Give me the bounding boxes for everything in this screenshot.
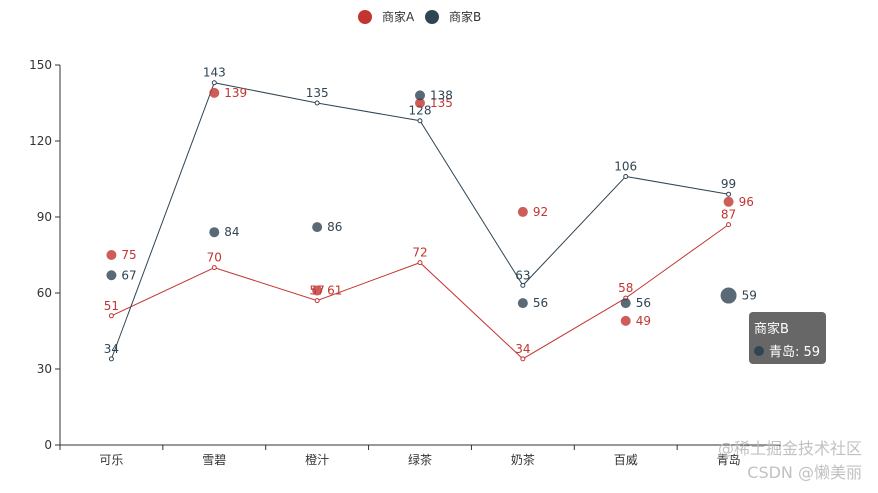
x-tick-label: 奶茶 bbox=[511, 452, 535, 467]
y-tick-label: 90 bbox=[37, 210, 52, 224]
scatter-data-label: 67 bbox=[121, 268, 136, 282]
tooltip-text: 青岛: 59 bbox=[769, 345, 821, 360]
line-data-label: 99 bbox=[721, 177, 736, 191]
legend-marker bbox=[425, 10, 439, 24]
tooltip: 商家B 青岛: 59 bbox=[749, 312, 826, 364]
line-point bbox=[108, 313, 114, 319]
scatter-point bbox=[620, 298, 631, 309]
scatter-data-label: 96 bbox=[739, 195, 754, 209]
line-data-label: 34 bbox=[104, 342, 119, 356]
line-data-label: 143 bbox=[203, 66, 226, 80]
scatter-point bbox=[517, 206, 528, 217]
y-tick-label: 150 bbox=[29, 58, 52, 72]
legend-label: 商家A bbox=[382, 9, 415, 24]
y-tick-label: 0 bbox=[44, 438, 52, 452]
line-point bbox=[314, 100, 320, 106]
x-tick-label: 橙汁 bbox=[305, 452, 329, 467]
line-point bbox=[726, 191, 732, 197]
line-data-label: 135 bbox=[306, 86, 329, 100]
scatter-data-label: 86 bbox=[327, 220, 342, 234]
x-tick-label: 雪碧 bbox=[202, 453, 226, 467]
y-tick-label: 30 bbox=[37, 362, 52, 376]
scatter-data-label: 49 bbox=[636, 314, 651, 328]
x-tick-label: 百威 bbox=[614, 453, 638, 467]
line-point bbox=[211, 80, 217, 86]
scatter-point bbox=[312, 222, 323, 233]
line-data-label: 70 bbox=[207, 251, 222, 265]
scatter-data-label: 56 bbox=[533, 296, 548, 310]
scatter-data-label: 92 bbox=[533, 205, 548, 219]
legend-marker bbox=[358, 10, 372, 24]
line-point bbox=[211, 265, 217, 271]
line-point bbox=[726, 222, 732, 228]
line-data-label: 63 bbox=[515, 268, 530, 282]
line-data-label: 72 bbox=[412, 246, 427, 260]
y-tick-label: 120 bbox=[29, 134, 52, 148]
line-data-label: 51 bbox=[104, 299, 119, 313]
scatter-data-label: 138 bbox=[430, 88, 453, 102]
line-point bbox=[417, 118, 423, 124]
scatter-point bbox=[106, 250, 117, 260]
scatter-data-label: 135 bbox=[430, 96, 453, 110]
scatter-point bbox=[312, 285, 323, 296]
x-tick-label: 绿茶 bbox=[408, 452, 432, 467]
scatter-data-label: 59 bbox=[742, 289, 757, 303]
line-point bbox=[314, 298, 320, 304]
line-data-label: 106 bbox=[614, 159, 637, 173]
line-point bbox=[520, 356, 526, 362]
line-data-label: 128 bbox=[409, 104, 432, 118]
line-data-label: 87 bbox=[721, 208, 736, 222]
line-data-label: 58 bbox=[618, 281, 633, 295]
scatter-point bbox=[209, 227, 220, 238]
line-point bbox=[623, 173, 629, 179]
scatter-point bbox=[415, 90, 425, 101]
scatter-point bbox=[106, 270, 117, 281]
tooltip-title: 商家B bbox=[754, 322, 789, 337]
y-tick-label: 60 bbox=[37, 286, 52, 300]
scatter-point bbox=[415, 98, 425, 108]
x-tick-label: 可乐 bbox=[99, 453, 123, 467]
scatter-point bbox=[517, 298, 528, 309]
scatter-data-label: 56 bbox=[636, 296, 651, 310]
line-point bbox=[417, 260, 423, 266]
watermark: @稀土掘金技术社区 CSDN @懒美丽 bbox=[717, 439, 862, 482]
scatter-point bbox=[620, 315, 631, 326]
scatter-point bbox=[723, 196, 734, 207]
scatter-point bbox=[720, 287, 737, 304]
line-data-label: 34 bbox=[515, 342, 530, 356]
scatter-data-label: 84 bbox=[224, 225, 239, 239]
line-point bbox=[108, 356, 114, 362]
tooltip-marker bbox=[754, 345, 764, 356]
scatter-data-label: 75 bbox=[121, 248, 136, 262]
scatter-point bbox=[209, 87, 220, 98]
scatter-data-label: 61 bbox=[327, 283, 342, 297]
legend-label: 商家B bbox=[449, 9, 481, 24]
x-tick-label: 青岛 bbox=[717, 452, 741, 467]
scatter-data-label: 139 bbox=[224, 86, 247, 100]
line-point bbox=[520, 282, 526, 288]
